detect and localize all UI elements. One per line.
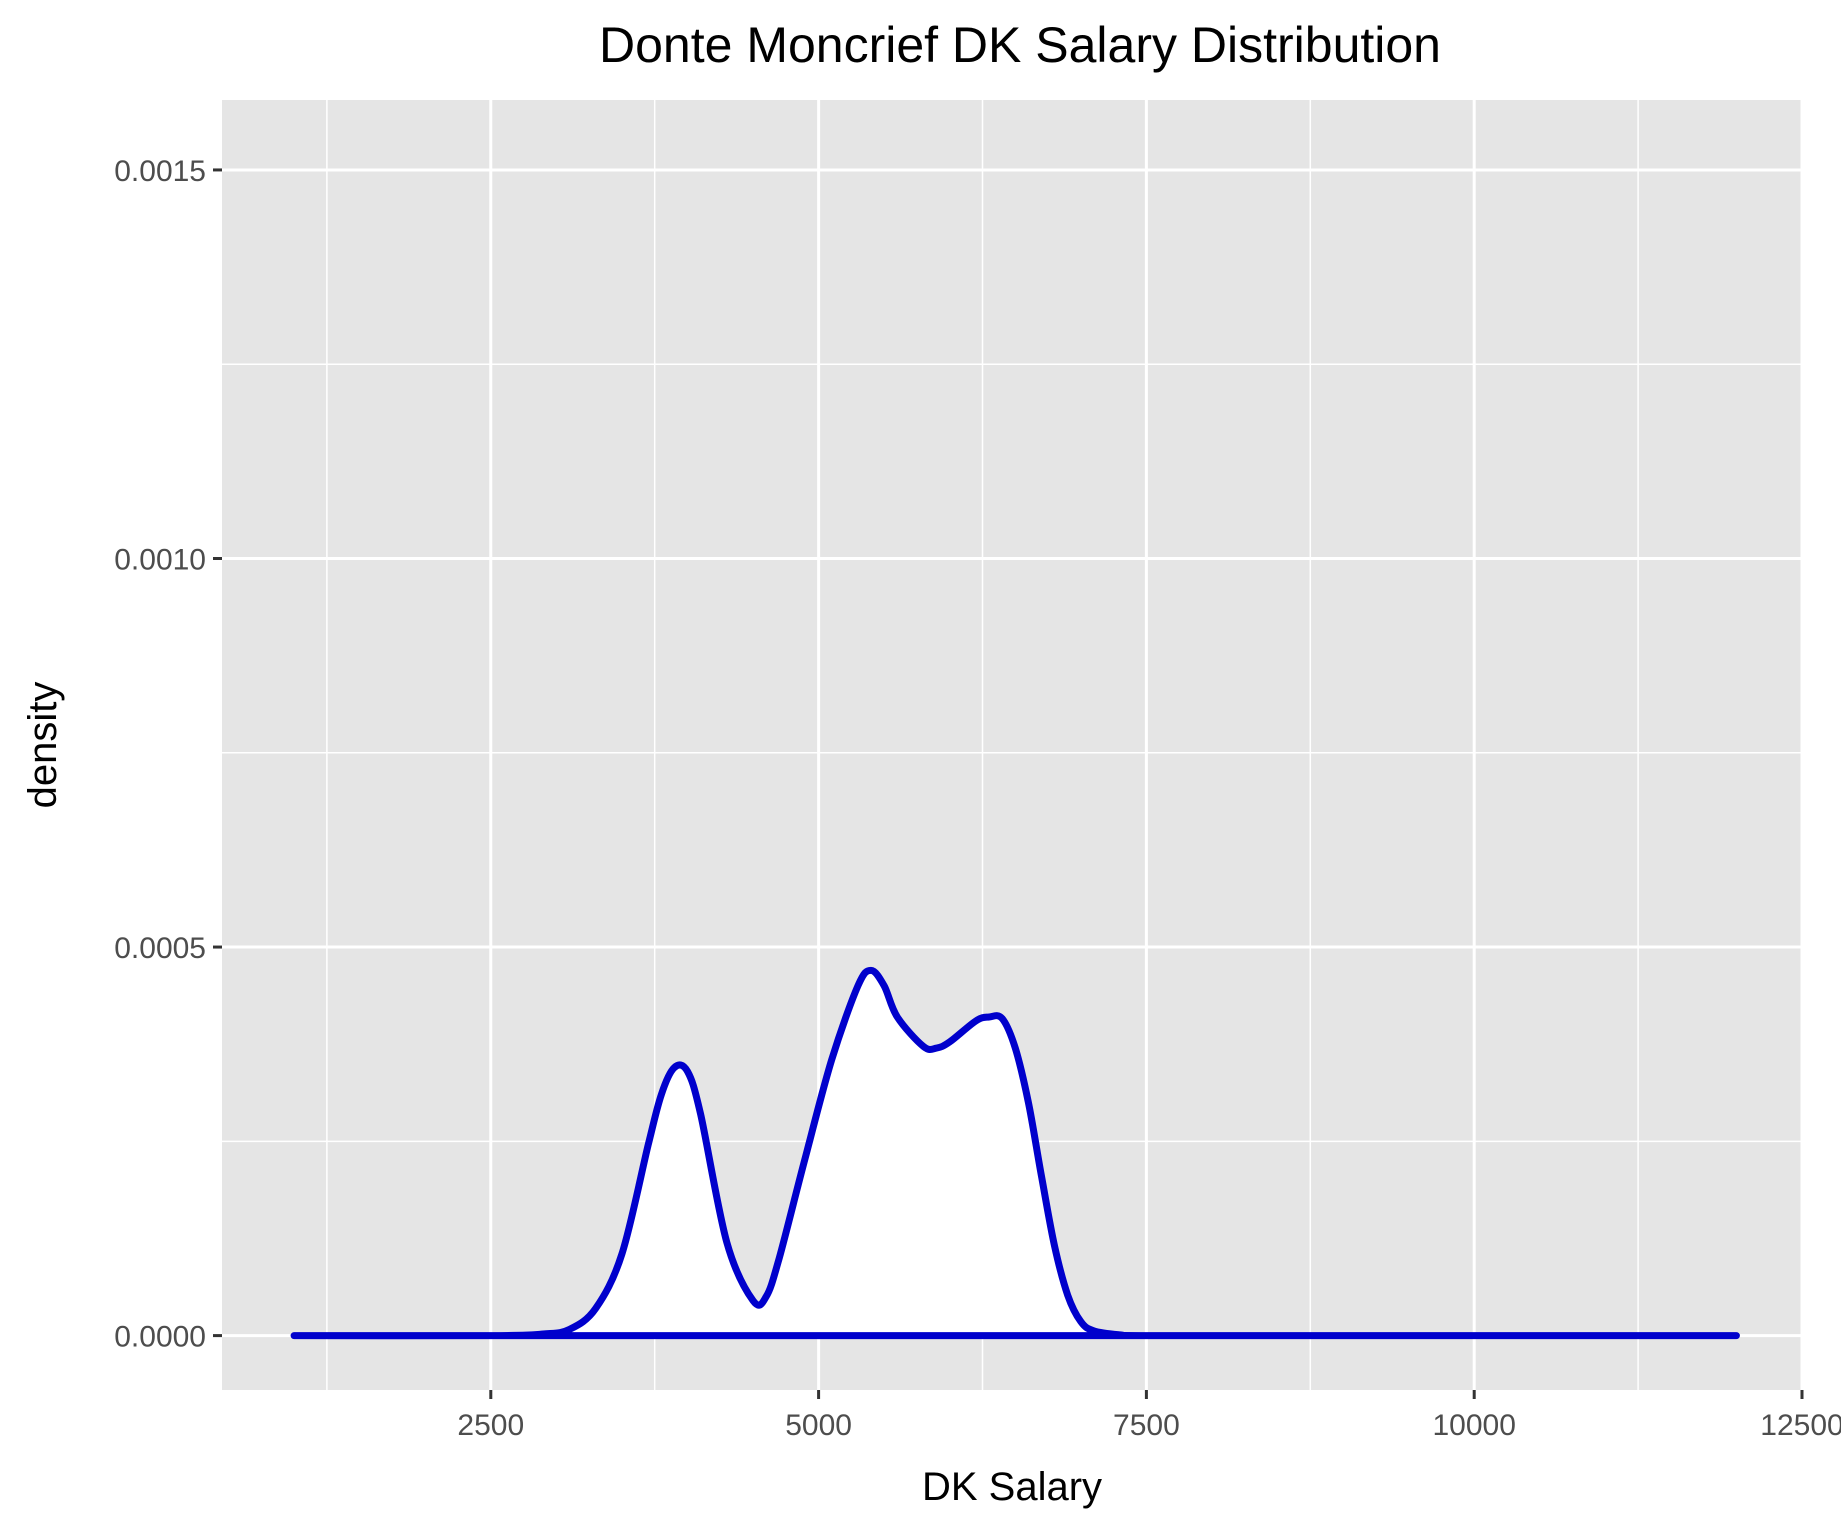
x-tick-label: 10000 [1432,1409,1515,1442]
y-axis: 0.0000 0.0005 0.0010 0.0015 [114,155,222,1354]
x-tick-label: 2500 [457,1409,524,1442]
y-tick-label: 0.0000 [114,1321,206,1354]
chart-title: Donte Moncrief DK Salary Distribution [599,17,1441,73]
y-tick-label: 0.0015 [114,155,206,188]
y-tick-label: 0.0010 [114,543,206,576]
density-layer [290,966,1740,1340]
x-axis-title: DK Salary [922,1465,1102,1509]
density-area [294,970,1737,1336]
density-line [290,966,1740,1340]
x-tick-label: 5000 [785,1409,852,1442]
y-tick-label: 0.0005 [114,932,206,965]
y-axis-title: density [21,682,65,809]
x-tick-label: 12500 [1760,1409,1841,1442]
x-tick-label: 7500 [1113,1409,1180,1442]
x-axis: 2500 5000 7500 10000 12500 [457,1390,1841,1442]
